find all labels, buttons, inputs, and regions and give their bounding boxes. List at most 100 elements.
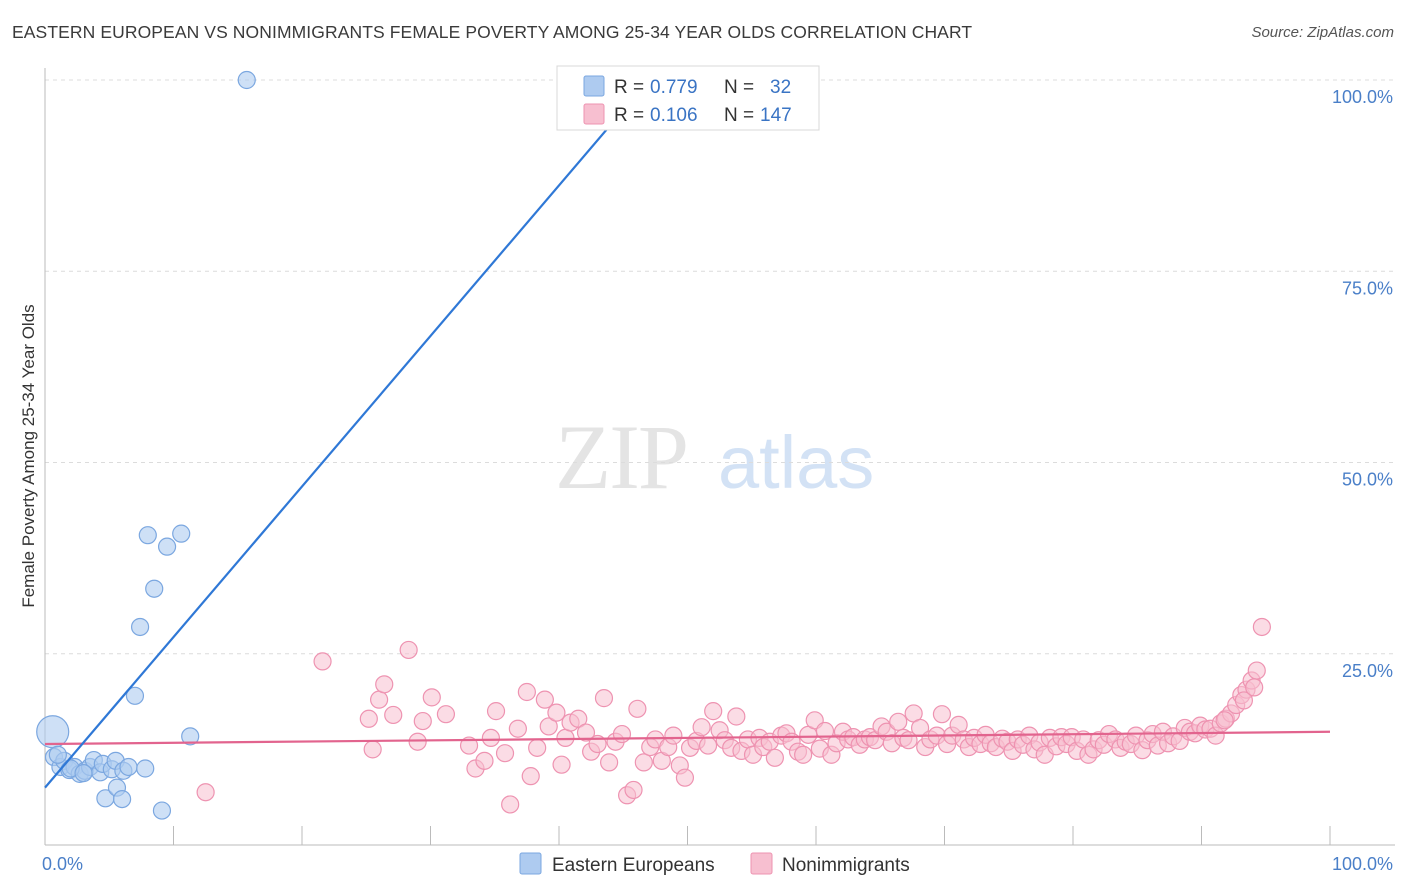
legend-r-value-1: 0.779 [650, 77, 698, 98]
nonimmigrants-point [765, 748, 784, 767]
y-axis-label: Female Poverty Among 25-34 Year Olds [19, 304, 38, 607]
nonimmigrants-point [363, 740, 382, 759]
trend-line-eastern-europeans [44, 79, 650, 789]
legend-r-label-2: R = [614, 105, 644, 126]
y-tick-labels: 25.0% 50.0% 75.0% 100.0% [1332, 87, 1393, 681]
trend-line-nonimmigrants [44, 730, 1331, 746]
legend-n-value-2: 147 [760, 105, 792, 126]
y-tick-label: 50.0% [1342, 470, 1393, 490]
legend-swatch-nonimmigrants [583, 103, 605, 125]
eastern-europeans-point [172, 524, 191, 543]
x-tick-labels: 0.0% 100.0% [42, 854, 1393, 874]
x-tick-label: 0.0% [42, 854, 83, 874]
nonimmigrants-point [408, 732, 427, 751]
legend-swatch-eastern [583, 75, 605, 97]
eastern-europeans-point [138, 526, 157, 545]
nonimmigrants-point [413, 711, 432, 731]
y-tick-label: 100.0% [1332, 87, 1393, 107]
eastern-europeans-point [125, 686, 145, 705]
eastern-europeans-point [152, 801, 172, 820]
eastern-europeans-point [119, 757, 138, 777]
legend-r-value-2: 0.106 [650, 105, 698, 126]
nonimmigrants-point [459, 736, 479, 755]
nonimmigrants-point [556, 728, 575, 748]
legend-r-label-1: R = [614, 77, 644, 98]
legend-n-value-1: 32 [770, 77, 791, 98]
eastern-europeans-point [130, 617, 150, 637]
nonimmigrants-point [481, 728, 500, 748]
eastern-europeans-point [112, 789, 132, 809]
nonimmigrants-point [576, 723, 596, 742]
nonimmigrants-point [600, 753, 619, 772]
nonimmigrants-point [422, 688, 441, 707]
nonimmigrants-point [675, 768, 695, 787]
nonimmigrants-point [634, 753, 653, 772]
nonimmigrants-point [932, 705, 952, 724]
legend-n-label-2: N = [724, 105, 754, 126]
nonimmigrants-point [535, 690, 554, 709]
watermark: ZIP atlas [555, 406, 874, 508]
eastern-europeans-point [237, 70, 256, 90]
nonimmigrants-point [547, 703, 566, 722]
nonimmigrants-point [698, 736, 718, 755]
bottom-legend-swatch-eastern [519, 852, 542, 875]
nonimmigrants-point [495, 744, 515, 763]
nonimmigrants-point [486, 702, 506, 721]
nonimmigrants-point [501, 795, 520, 814]
chart-source: Source: ZipAtlas.com [1251, 24, 1394, 41]
series-eastern-europeans [36, 70, 256, 820]
nonimmigrants-point [628, 699, 647, 718]
nonimmigrants-point [1234, 691, 1254, 710]
nonimmigrants-point [612, 724, 632, 744]
bottom-legend: Eastern Europeans Nonimmigrants [519, 852, 910, 876]
nonimmigrants-point [552, 755, 571, 774]
nonimmigrants-point [692, 718, 711, 737]
nonimmigrants-point [704, 702, 723, 721]
nonimmigrants-point [1247, 661, 1266, 680]
eastern-europeans-point [145, 579, 164, 598]
y-tick-label: 25.0% [1342, 661, 1393, 681]
nonimmigrants-point [539, 717, 558, 736]
bottom-legend-nonimmigrants: Nonimmigrants [782, 855, 910, 876]
series-nonimmigrants [196, 617, 1271, 814]
nonimmigrants-point [815, 721, 835, 741]
gridlines [45, 79, 1395, 655]
top-legend: R = 0.779 N = 32 R = 0.106 N = 147 [556, 65, 820, 131]
x-tick-label: 100.0% [1332, 854, 1393, 874]
trend-lines [44, 79, 1331, 789]
eastern-europeans-point [74, 763, 93, 783]
nonimmigrants-point [370, 690, 389, 709]
nonimmigrants-point [521, 767, 540, 786]
bottom-legend-eastern: Eastern Europeans [552, 855, 715, 876]
chart-title: EASTERN EUROPEAN VS NONIMMIGRANTS FEMALE… [12, 22, 973, 42]
nonimmigrants-point [624, 780, 643, 800]
legend-n-label-1: N = [724, 77, 754, 98]
nonimmigrants-point [313, 652, 332, 671]
axes [44, 68, 1395, 846]
nonimmigrants-point [1245, 678, 1264, 697]
nonimmigrants-point [528, 738, 547, 757]
nonimmigrants-point [794, 745, 813, 764]
nonimmigrants-point [594, 689, 614, 708]
nonimmigrants-point [517, 682, 536, 702]
y-tick-label: 75.0% [1342, 278, 1393, 298]
nonimmigrants-point [1252, 617, 1271, 637]
nonimmigrants-point [359, 709, 378, 728]
eastern-europeans-point [157, 537, 177, 556]
nonimmigrants-point [508, 719, 527, 738]
nonimmigrants-point [475, 751, 494, 770]
nonimmigrants-point [399, 640, 418, 660]
nonimmigrants-point [727, 707, 746, 726]
nonimmigrants-point [196, 783, 215, 802]
bottom-legend-swatch-nonimmigrants [750, 852, 773, 875]
eastern-europeans-point [181, 727, 200, 746]
nonimmigrants-point [384, 705, 403, 725]
nonimmigrants-point [436, 705, 456, 724]
nonimmigrants-point [1215, 711, 1234, 730]
eastern-europeans-point [136, 759, 155, 778]
nonimmigrants-point [375, 675, 394, 694]
nonimmigrants-point [664, 726, 683, 745]
nonimmigrants-point [569, 709, 588, 728]
nonimmigrants-point [889, 712, 908, 731]
